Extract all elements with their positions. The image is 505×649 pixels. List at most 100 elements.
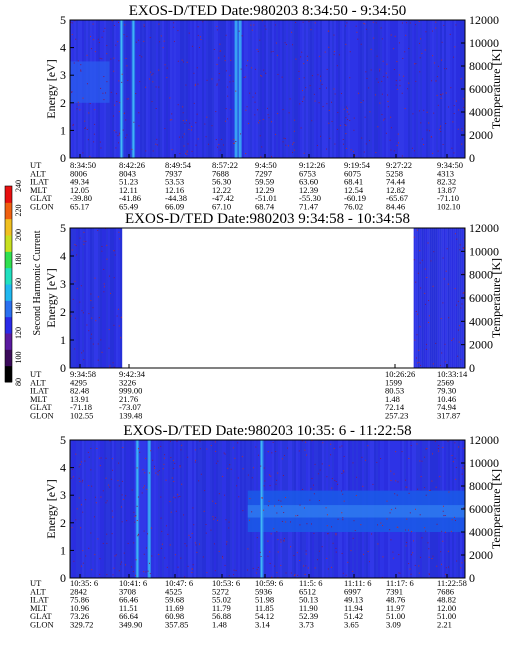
ut-value: 9:34:58 xyxy=(70,369,96,379)
row-label: GLON xyxy=(30,411,54,421)
ut-value: 9:4:50 xyxy=(255,160,277,170)
colorbar-segment xyxy=(5,365,12,383)
ytick-label-right: 0 xyxy=(469,151,475,165)
ephemeris-value: 11.79 xyxy=(212,603,231,613)
ephemeris-value: 71.47 xyxy=(299,202,318,212)
ytick-label-right: 6000 xyxy=(469,291,493,305)
ut-value: 11:17: 6 xyxy=(386,578,414,588)
ut-value: 10:41: 6 xyxy=(119,578,147,588)
row-label: ALT xyxy=(30,377,47,387)
ytick-label-left: 5 xyxy=(60,13,66,27)
colorbar-tick-label: 240 xyxy=(14,180,23,192)
ut-value: 8:49:54 xyxy=(165,160,192,170)
ephemeris-value: 11.97 xyxy=(386,603,405,613)
ut-value: 9:27:22 xyxy=(386,160,412,170)
ut-value: 10:33:14 xyxy=(437,369,468,379)
y-axis-label-left: Energy [eV] xyxy=(44,268,58,327)
ytick-label-left: 1 xyxy=(60,123,66,137)
ephemeris-value: 12.22 xyxy=(212,185,231,195)
ytick-label-left: 4 xyxy=(60,249,66,263)
ytick-label-left: 2 xyxy=(60,305,66,319)
row-label: ALT xyxy=(30,168,47,178)
ut-value: 9:42:34 xyxy=(119,369,146,379)
ytick-label-right: 4000 xyxy=(469,314,493,328)
ut-value: 8:34:50 xyxy=(70,160,96,170)
row-label: GLON xyxy=(30,202,54,212)
panel-title: EXOS-D/TED Date:980203 8:34:50 - 9:34:50 xyxy=(129,3,406,19)
ephemeris-value: 74.94 xyxy=(437,402,457,412)
ytick-label-right: 2000 xyxy=(469,548,493,562)
ephemeris-value: 102.10 xyxy=(437,202,460,212)
ephemeris-value: 3.14 xyxy=(255,620,271,630)
row-label: GLAT xyxy=(30,611,53,621)
colorbar-segment xyxy=(5,218,12,236)
ephemeris-value: 4295 xyxy=(70,377,87,387)
ephemeris-value: -71.10 xyxy=(437,193,459,203)
ephemeris-value: 53.53 xyxy=(165,177,184,187)
ephemeris-value: 12.05 xyxy=(70,185,89,195)
ephemeris-value: -51.01 xyxy=(255,193,277,203)
ytick-label-right: 0 xyxy=(469,571,475,585)
ephemeris-value: 67.10 xyxy=(212,202,231,212)
ephemeris-value: 66.64 xyxy=(119,611,139,621)
ephemeris-value: 7937 xyxy=(165,168,182,178)
ytick-label-left: 0 xyxy=(60,151,66,165)
colorbar-tick-label: 180 xyxy=(14,254,23,266)
ephemeris-value: 76.02 xyxy=(344,202,363,212)
ytick-label-right: 4000 xyxy=(469,525,493,539)
colorbar: 240 220 200 180 160 140 120 100 80 Second Harmoni… xyxy=(4,180,43,386)
ephemeris-value: -71.18 xyxy=(70,402,92,412)
ephemeris-value: 4525 xyxy=(165,586,182,596)
ephemeris-value: 52.39 xyxy=(299,611,318,621)
ephemeris-value: 80.53 xyxy=(385,386,404,396)
ut-value: 11:5: 6 xyxy=(299,578,323,588)
ytick-label-left: 5 xyxy=(60,221,66,235)
ytick-label-left: 3 xyxy=(60,277,66,291)
ephemeris-value: 11.69 xyxy=(165,603,184,613)
ephemeris-value: 2842 xyxy=(70,586,87,596)
ephemeris-value: 7688 xyxy=(212,168,229,178)
ephemeris-value: 317.87 xyxy=(437,411,460,421)
ephemeris-value: 357.85 xyxy=(165,620,188,630)
ytick-label-right: 10000 xyxy=(469,456,499,470)
ytick-label-right: 4000 xyxy=(469,105,493,119)
ephemeris-value: 999.00 xyxy=(119,386,142,396)
row-label: MLT xyxy=(30,394,48,404)
ephemeris-value: 72.14 xyxy=(385,402,405,412)
y-axis-label-right: Temperature [K] xyxy=(489,258,503,338)
ut-value: 9:19:54 xyxy=(344,160,371,170)
ephemeris-value: -39.80 xyxy=(70,193,92,203)
colorbar-segment xyxy=(5,284,12,301)
ephemeris-value: 11.85 xyxy=(255,603,274,613)
row-label: GLAT xyxy=(30,193,53,203)
ephemeris-value: 12.11 xyxy=(119,185,138,195)
colorbar-label: Second Harmonic Current xyxy=(32,230,43,335)
ut-value: 10:53: 6 xyxy=(212,578,240,588)
ephemeris-value: 6753 xyxy=(299,168,316,178)
ephemeris-value: 6997 xyxy=(344,586,361,596)
ut-value: 9:12:26 xyxy=(299,160,325,170)
ephemeris-value: 1.48 xyxy=(212,620,227,630)
ephemeris-value: 66.46 xyxy=(119,595,138,605)
ephemeris-value: 11.51 xyxy=(119,603,138,613)
ytick-label-right: 8000 xyxy=(469,268,493,282)
ytick-label-left: 4 xyxy=(60,461,66,475)
ephemeris-value: 3.09 xyxy=(386,620,401,630)
ephemeris-value: 13.87 xyxy=(437,185,456,195)
row-label: UT xyxy=(30,578,42,588)
colorbar-segment xyxy=(5,267,12,285)
ephemeris-value: 8006 xyxy=(70,168,87,178)
ephemeris-value: -55.30 xyxy=(299,193,321,203)
ytick-label-right: 12000 xyxy=(469,433,499,447)
ephemeris-value: 51.42 xyxy=(344,611,363,621)
ephemeris-value: 257.23 xyxy=(385,411,408,421)
row-label: ILAT xyxy=(30,386,49,396)
colorbar-frame xyxy=(4,185,13,383)
ephemeris-value: 55.02 xyxy=(212,595,231,605)
ephemeris-value: 59.59 xyxy=(255,177,274,187)
colorbar-tick-label: 160 xyxy=(14,278,23,290)
row-label: ALT xyxy=(30,586,47,596)
colorbar-tick-label: 220 xyxy=(14,205,23,217)
ut-value: 8:57:22 xyxy=(212,160,238,170)
